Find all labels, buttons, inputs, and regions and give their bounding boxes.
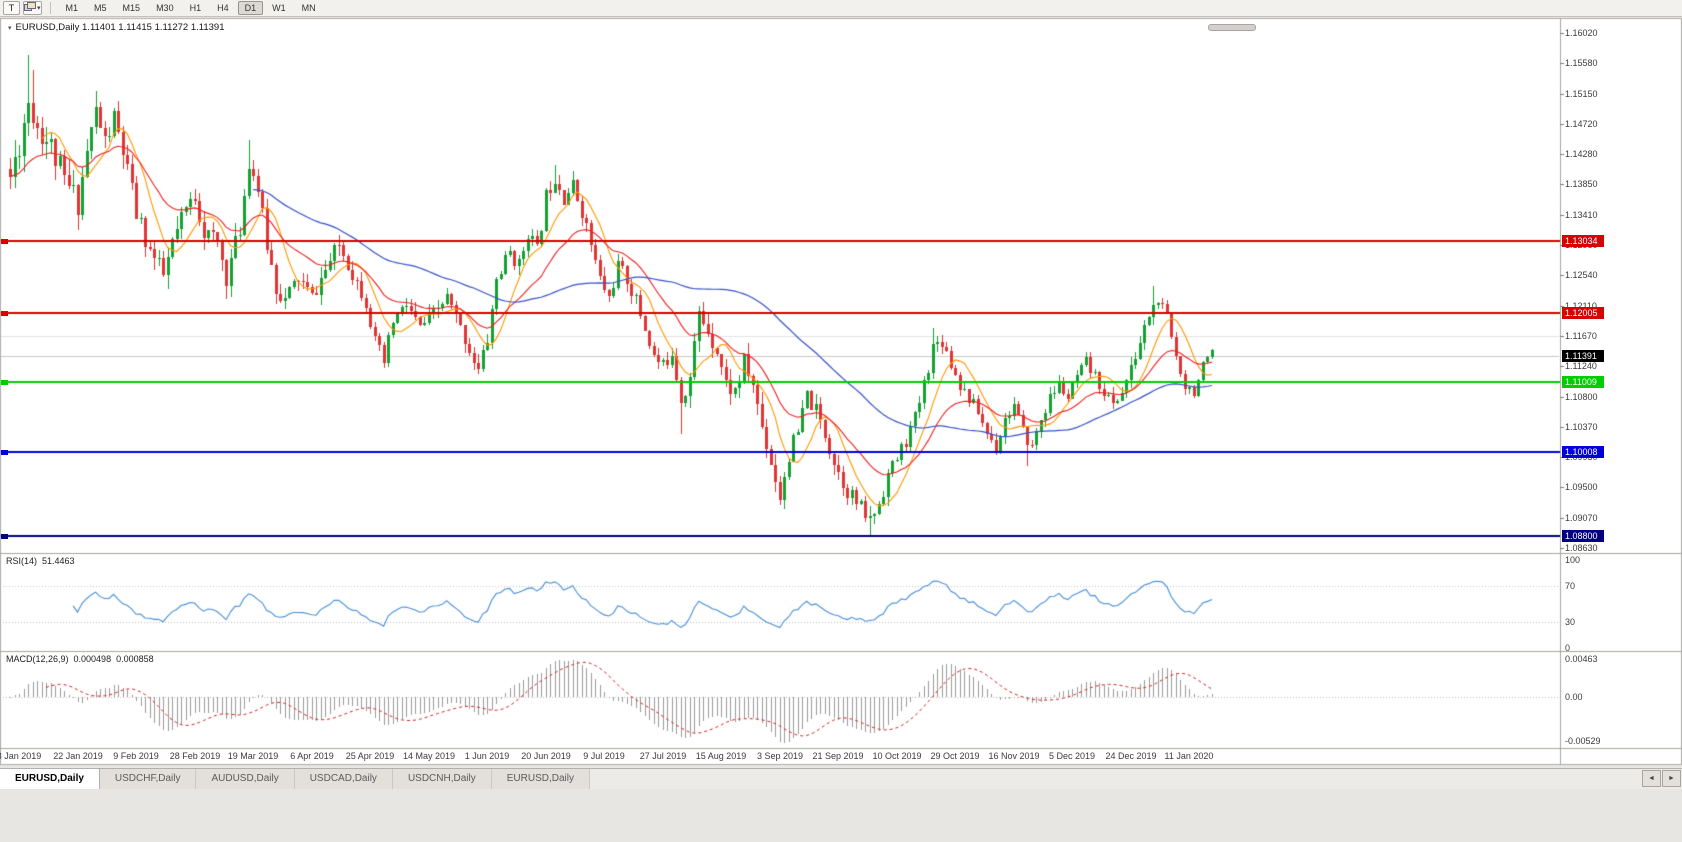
timeframe-d1-button[interactable]: D1	[237, 1, 264, 15]
date-axis-label: 6 Apr 2019	[290, 751, 334, 761]
date-axis-label: 3 Jan 2019	[0, 751, 42, 761]
chevron-down-icon: ▾	[37, 4, 41, 12]
macd-main-value: 0.000498	[73, 654, 112, 664]
rsi-name: RSI(14)	[6, 556, 38, 566]
chart-tab-4-usdcad-daily[interactable]: USDCAD,Daily	[294, 769, 393, 789]
hline-handle[interactable]	[1, 380, 8, 385]
price-axis-label: 1.16020	[1565, 28, 1598, 38]
timeframe-mn-button[interactable]: MN	[295, 1, 323, 15]
price-axis-label: 1.15580	[1565, 58, 1598, 68]
rsi-value: 51.4463	[42, 556, 75, 566]
rsi-axis-label: 30	[1565, 617, 1576, 627]
date-axis-label: 10 Oct 2019	[872, 751, 922, 761]
date-axis-label: 9 Feb 2019	[113, 751, 159, 761]
macd-axis-label: 0.00463	[1565, 654, 1598, 664]
date-axis-label: 24 Dec 2019	[1105, 751, 1157, 761]
hline-handle[interactable]	[1, 450, 8, 455]
price-axis-label: 1.14720	[1565, 119, 1598, 129]
tab-scroll-right-button[interactable]: ►	[1662, 770, 1681, 787]
date-axis-label: 1 Jun 2019	[464, 751, 510, 761]
date-axis-label: 21 Sep 2019	[812, 751, 864, 761]
chart-scrollbar-thumb[interactable]	[1208, 24, 1256, 31]
date-axis-label: 22 Jan 2019	[53, 751, 103, 761]
rsi-indicator-label: RSI(14) 51.4463	[6, 556, 75, 566]
hline-price-tag: 1.08800	[1562, 530, 1604, 542]
price-axis-label: 1.08630	[1565, 543, 1598, 553]
date-axis-label: 27 Jul 2019	[639, 751, 687, 761]
tab-list: EURUSD,Daily USDCHF,Daily AUDUSD,Daily USDC…	[0, 769, 590, 789]
hline-handle[interactable]	[1, 534, 8, 539]
price-axis-label: 1.10370	[1565, 422, 1598, 432]
macd-signal-value: 0.000858	[116, 654, 154, 664]
hline-price-tag: 1.13034	[1562, 235, 1604, 247]
chart-tab-3-audusd-daily[interactable]: AUDUSD,Daily	[196, 769, 295, 789]
date-axis-label: 19 Mar 2019	[227, 751, 279, 761]
stacked-windows-icon	[24, 1, 36, 15]
objects-list-button[interactable]: ▾	[23, 1, 42, 15]
rsi-axis-label: 100	[1565, 555, 1581, 565]
hline-price-tag: 1.11009	[1562, 376, 1604, 388]
price-axis-label: 1.09070	[1565, 513, 1598, 523]
arrow-left-icon: ◄	[1648, 775, 1655, 782]
macd-name: MACD(12,26,9)	[6, 654, 69, 664]
macd-axis-label: -0.00529	[1565, 736, 1601, 746]
date-axis-label: 11 Jan 2020	[1164, 751, 1214, 761]
chart-title: ▾ EURUSD,Daily 1.11401 1.11415 1.11272 1…	[8, 22, 224, 33]
price-axis-label: 1.13410	[1565, 210, 1598, 220]
chart-tab-5-usdcnh-daily[interactable]: USDCNH,Daily	[392, 769, 492, 789]
date-axis-label: 20 Jun 2019	[521, 751, 571, 761]
price-axis-label: 1.12540	[1565, 270, 1598, 280]
chart-tab-2-usdchf-daily[interactable]: USDCHF,Daily	[99, 769, 197, 789]
date-axis-label: 15 Aug 2019	[695, 751, 747, 761]
price-axis-label: 1.15150	[1565, 89, 1598, 99]
timeframe-group: M1 M5 M15 M30 H1 H4 D1 W1 MN	[59, 1, 323, 15]
tab-scroll-left-button[interactable]: ◄	[1642, 770, 1661, 787]
price-axis-label: 1.09500	[1565, 482, 1598, 492]
hline-handle[interactable]	[1, 239, 8, 244]
date-axis-label: 29 Oct 2019	[930, 751, 980, 761]
date-axis-label: 5 Dec 2019	[1048, 751, 1096, 761]
rsi-axis-label: 70	[1565, 581, 1576, 591]
arrow-right-icon: ►	[1668, 775, 1675, 782]
toolbar: T ▾ M1 M5 M15 M30 H1 H4 D1 W1 MN	[0, 0, 1682, 17]
hline-handle[interactable]	[1, 311, 8, 316]
text-tool-button[interactable]: T	[3, 1, 20, 15]
timeframe-m1-button[interactable]: M1	[59, 1, 86, 15]
macd-indicator-label: MACD(12,26,9) 0.000498 0.000858	[6, 654, 154, 664]
timeframe-m5-button[interactable]: M5	[87, 1, 114, 15]
date-axis-label: 14 May 2019	[402, 751, 456, 761]
hline-price-tag: 1.10008	[1562, 446, 1604, 458]
price-axis-label: 1.10800	[1565, 392, 1598, 402]
price-axis-label: 1.11670	[1565, 331, 1597, 341]
chart-tab-6-eurusd-daily[interactable]: EURUSD,Daily	[491, 769, 590, 789]
date-axis-label: 16 Nov 2019	[988, 751, 1040, 761]
price-axis-label: 1.12110	[1565, 301, 1597, 311]
timeframe-m15-button[interactable]: M15	[116, 1, 148, 15]
price-axis-label: 1.14280	[1565, 149, 1598, 159]
timeframe-w1-button[interactable]: W1	[265, 1, 293, 15]
date-axis-label: 9 Jul 2019	[583, 751, 625, 761]
price-axis-label: 1.11240	[1565, 361, 1597, 371]
rsi-axis-label: 0	[1565, 643, 1571, 653]
price-axis-label: 1.13850	[1565, 179, 1598, 189]
timeframe-h1-button[interactable]: H1	[183, 1, 209, 15]
current-price-tag: 1.11391	[1562, 350, 1604, 362]
date-axis-label: 3 Sep 2019	[756, 751, 804, 761]
timeframe-m30-button[interactable]: M30	[149, 1, 181, 15]
chart-tab-1-eurusd-daily[interactable]: EURUSD,Daily	[0, 769, 100, 789]
tab-bar: EURUSD,Daily USDCHF,Daily AUDUSD,Daily USDC…	[0, 768, 1682, 789]
chart-context-icon[interactable]: ▾	[8, 24, 12, 32]
toolbar-separator	[49, 2, 51, 14]
hline-price-tag: 1.12005	[1562, 307, 1604, 319]
chart-title-text: EURUSD,Daily 1.11401 1.11415 1.11272 1.1…	[15, 22, 225, 33]
date-axis-label: 28 Feb 2019	[169, 751, 221, 761]
timeframe-h4-button[interactable]: H4	[210, 1, 236, 15]
macd-axis-label: 0.00	[1565, 692, 1583, 702]
tab-scroll-buttons: ◄ ►	[1642, 770, 1681, 787]
date-axis-label: 25 Apr 2019	[345, 751, 395, 761]
